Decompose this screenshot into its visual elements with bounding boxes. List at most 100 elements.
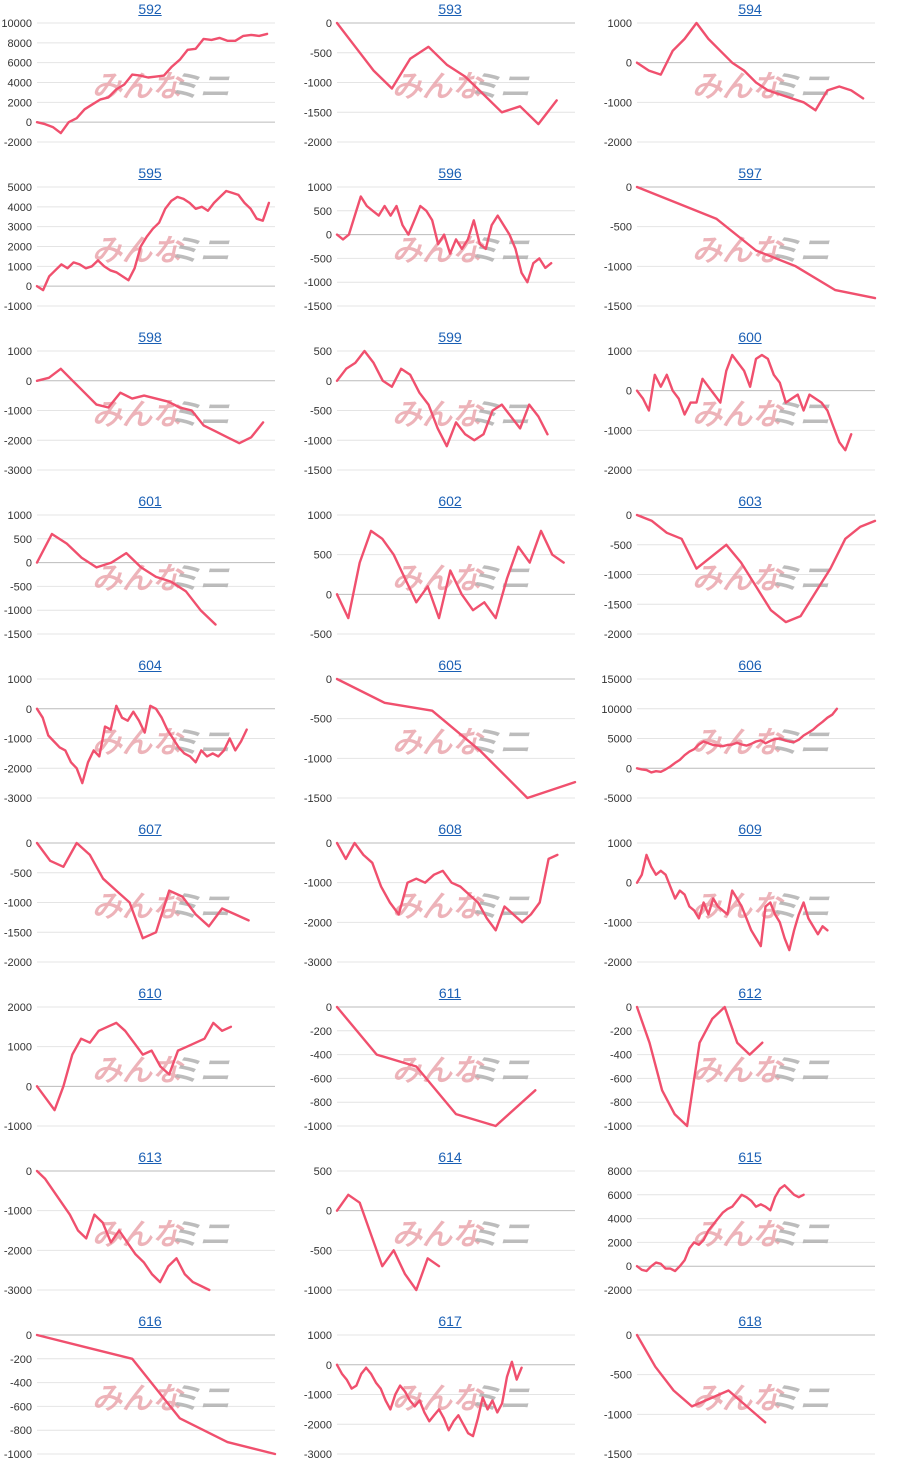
y-tick-label: 0 <box>26 1330 32 1342</box>
chart-title-link[interactable]: 617 <box>438 1313 462 1329</box>
chart-title-link[interactable]: 611 <box>438 985 462 1001</box>
chart-panel: 606 15000 10000 5000 0 -5000 みんな ミニ <box>600 656 900 820</box>
chart-title-link[interactable]: 604 <box>138 657 162 673</box>
y-tick-label: 5000 <box>608 734 632 746</box>
chart-panel: 612 0 -200 -400 -600 -800 -1000 みんな ミニ <box>600 984 900 1148</box>
y-tick-label: 0 <box>626 182 632 194</box>
y-tick-label: -1500 <box>604 599 632 611</box>
chart-panel: 613 0 -1000 -2000 -3000 みんな ミニ <box>0 1148 300 1312</box>
watermark-left: みんな <box>92 890 185 925</box>
y-tick-label: -500 <box>310 1245 332 1257</box>
series-line <box>335 195 553 284</box>
watermark-right: ミニ <box>470 70 530 105</box>
chart-title-link[interactable]: 610 <box>138 985 162 1001</box>
chart-panel: 604 1000 0 -1000 -2000 -3000 みんな ミニ <box>0 656 300 820</box>
chart-title-link[interactable]: 603 <box>738 493 762 509</box>
y-tick-label: -1000 <box>304 78 332 90</box>
chart-panel: 615 8000 6000 4000 2000 0 -2000 みんな ミニ <box>600 1148 900 1312</box>
y-tick-label: -2000 <box>4 1245 32 1257</box>
watermark-right: ミニ <box>470 726 530 761</box>
chart-panel: 594 1000 0 -1000 -2000 みんな ミニ <box>600 0 900 164</box>
series-line <box>635 185 877 300</box>
y-tick-label: -200 <box>310 1026 332 1038</box>
chart-title-link[interactable]: 597 <box>738 165 762 181</box>
chart-title-link[interactable]: 614 <box>438 1149 462 1165</box>
y-tick-label: -2000 <box>604 629 632 641</box>
y-tick-label: -1500 <box>304 107 332 119</box>
series-line <box>635 1184 805 1273</box>
watermark-left: みんな <box>692 1218 785 1253</box>
chart-title-link[interactable]: 596 <box>438 165 462 181</box>
chart-panel: 593 0 -500 -1000 -1500 -2000 みんな ミニ <box>300 0 600 164</box>
y-tick-label: -1500 <box>304 465 332 477</box>
y-tick-label: -1500 <box>604 301 632 313</box>
series-line <box>35 704 248 785</box>
y-tick-label: 0 <box>26 1081 32 1093</box>
y-tick-label: 0 <box>326 838 332 850</box>
chart-title-link[interactable]: 592 <box>138 1 162 17</box>
chart-title-link[interactable]: 615 <box>738 1149 762 1165</box>
y-tick-label: -1000 <box>304 1390 332 1402</box>
y-tick-label: 2000 <box>8 97 32 109</box>
y-tick-label: 0 <box>26 838 32 850</box>
chart-title-link[interactable]: 598 <box>138 329 162 345</box>
chart-title-link[interactable]: 609 <box>738 821 762 837</box>
chart-panel: 616 0 -200 -400 -600 -800 -1000 みんな ミニ <box>0 1312 300 1476</box>
y-tick-label: -1000 <box>604 261 632 273</box>
chart-title-link[interactable]: 600 <box>738 329 762 345</box>
chart-title-link[interactable]: 608 <box>438 821 462 837</box>
watermark-left: みんな <box>692 1054 785 1089</box>
y-tick-label: 1000 <box>8 1042 32 1054</box>
watermark-right: ミニ <box>170 562 230 597</box>
y-tick-label: 1000 <box>8 346 32 358</box>
y-tick-label: -1000 <box>604 425 632 437</box>
y-tick-label: -600 <box>10 1401 32 1413</box>
watermark-left: みんな <box>392 398 485 433</box>
y-tick-label: 0 <box>326 1206 332 1218</box>
watermark-right: ミニ <box>770 1218 830 1253</box>
y-tick-label: 1000 <box>308 182 332 194</box>
chart-title-link[interactable]: 599 <box>438 329 462 345</box>
chart-title-link[interactable]: 594 <box>738 1 762 17</box>
chart-title-link[interactable]: 602 <box>438 493 462 509</box>
chart-title-link[interactable]: 613 <box>138 1149 162 1165</box>
y-tick-label: 500 <box>314 346 332 358</box>
series-line <box>335 1360 523 1438</box>
chart-panel: 599 500 0 -500 -1000 -1500 みんな ミニ <box>300 328 600 492</box>
chart-title-link[interactable]: 607 <box>138 821 162 837</box>
chart-title-link[interactable]: 593 <box>438 1 462 17</box>
y-tick-label: -500 <box>310 253 332 265</box>
series-line <box>635 1333 767 1424</box>
series-line <box>35 189 271 292</box>
watermark-left: みんな <box>92 1382 185 1417</box>
watermark-left: みんな <box>392 234 485 269</box>
chart-panel: 611 0 -200 -400 -600 -800 -1000 みんな ミニ <box>300 984 600 1148</box>
chart-title-link[interactable]: 618 <box>738 1313 762 1329</box>
y-tick-label: 1000 <box>308 510 332 522</box>
watermark-right: ミニ <box>170 398 230 433</box>
chart-panel: 598 1000 0 -1000 -2000 -3000 みんな ミニ <box>0 328 300 492</box>
series-line <box>335 841 559 932</box>
chart-title-link[interactable]: 601 <box>138 493 162 509</box>
chart-title-link[interactable]: 595 <box>138 165 162 181</box>
watermark-right: ミニ <box>170 1054 230 1089</box>
chart-title-link[interactable]: 612 <box>738 985 762 1001</box>
chart-title-link[interactable]: 605 <box>438 657 462 673</box>
chart-title-link[interactable]: 616 <box>138 1313 162 1329</box>
y-tick-label: 4000 <box>8 78 32 90</box>
chart-panel: 601 1000 500 0 -500 -1000 -1500 みんな ミニ <box>0 492 300 656</box>
y-tick-label: 2000 <box>8 242 32 254</box>
y-tick-label: -1500 <box>604 1449 632 1461</box>
chart-title-link[interactable]: 606 <box>738 657 762 673</box>
